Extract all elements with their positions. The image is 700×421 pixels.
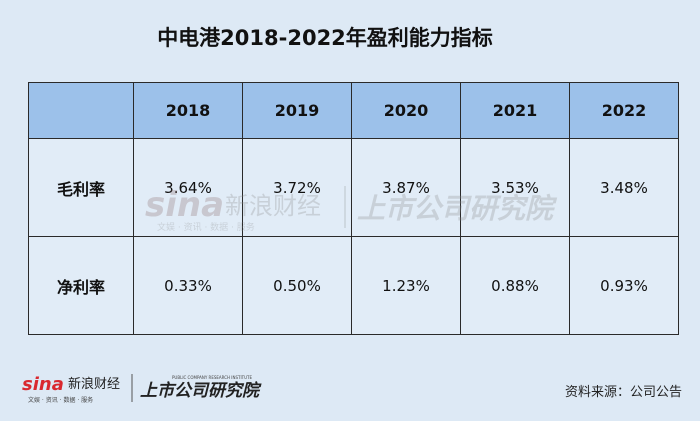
table-cell: 0.93% bbox=[569, 236, 679, 335]
corner-cell bbox=[28, 82, 134, 139]
table-cell: 3.87% bbox=[351, 138, 461, 237]
table-row-gross-margin: 毛利率 3.64% 3.72% 3.87% 3.53% 3.48% bbox=[28, 138, 679, 237]
source-note: 资料来源：公司公告 bbox=[564, 385, 682, 400]
table-cell: 3.53% bbox=[460, 138, 570, 237]
row-label-net-margin: 净利率 bbox=[28, 236, 134, 335]
table-cell: 0.50% bbox=[242, 236, 352, 335]
svg-text:sina: sina bbox=[22, 374, 64, 395]
chart-title: 中电港2018-2022年盈利能力指标 bbox=[157, 26, 493, 50]
table-cell: 3.64% bbox=[133, 138, 243, 237]
column-header-2019: 2019 bbox=[242, 82, 352, 139]
sina-finance-logo: sina 新浪财经 文娱 · 资讯 · 数据 · 服务 上市公司研究院 PUBL… bbox=[22, 374, 262, 404]
svg-text:新浪财经: 新浪财经 bbox=[68, 376, 120, 392]
svg-text:文娱 · 资讯 · 数据 · 服务: 文娱 · 资讯 · 数据 · 服务 bbox=[28, 396, 93, 404]
svg-text:PUBLIC COMPANY RESEARCH INSTIT: PUBLIC COMPANY RESEARCH INSTITUTE bbox=[172, 375, 252, 380]
svg-text:上市公司研究院: 上市公司研究院 bbox=[140, 381, 262, 401]
table-row-net-margin: 净利率 0.33% 0.50% 1.23% 0.88% 0.93% bbox=[28, 236, 679, 335]
column-header-2022: 2022 bbox=[569, 82, 679, 139]
column-header-2020: 2020 bbox=[351, 82, 461, 139]
table-cell: 0.33% bbox=[133, 236, 243, 335]
table-cell: 3.72% bbox=[242, 138, 352, 237]
table-cell: 1.23% bbox=[351, 236, 461, 335]
profitability-table: 2018 2019 2020 2021 2022 毛利率 3.64% 3.72%… bbox=[28, 82, 679, 335]
table-cell: 3.48% bbox=[569, 138, 679, 237]
row-label-gross-margin: 毛利率 bbox=[28, 138, 134, 237]
column-header-2018: 2018 bbox=[133, 82, 243, 139]
column-header-2021: 2021 bbox=[460, 82, 570, 139]
table-cell: 0.88% bbox=[460, 236, 570, 335]
header-row: 2018 2019 2020 2021 2022 bbox=[28, 82, 679, 139]
